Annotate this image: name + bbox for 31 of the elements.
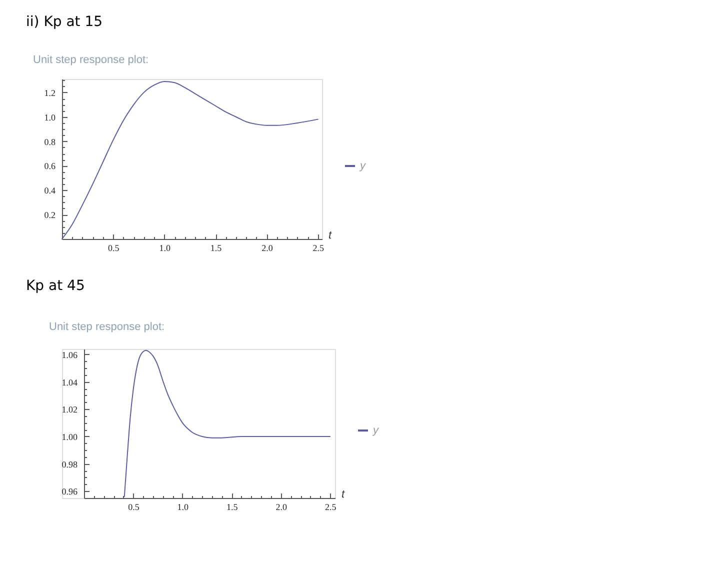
- line-series: [124, 350, 331, 498]
- y-tick-label: 1.04: [62, 377, 78, 388]
- chart-title: ii) Kp at 15: [26, 14, 103, 30]
- x-axis-title: t: [342, 488, 346, 500]
- y-tick-label: 0.98: [62, 459, 78, 470]
- x-tick-label: 1.5: [210, 243, 222, 253]
- x-tick-label: 1.5: [226, 502, 238, 512]
- legend-label: y: [372, 424, 380, 436]
- y-tick-label: 1.02: [62, 404, 78, 415]
- x-tick-label: 2.0: [276, 502, 288, 512]
- x-tick-label: 0.5: [128, 502, 140, 512]
- x-tick-label: 2.5: [312, 243, 325, 253]
- y-tick-label: 1.0: [44, 112, 56, 122]
- chart-title: Kp at 45: [26, 278, 85, 294]
- x-tick-label: 2.0: [262, 243, 274, 253]
- chart-subtitle: Unit step response plot:: [33, 54, 149, 66]
- y-tick-label: 1.06: [62, 350, 78, 360]
- y-tick-label: 0.96: [62, 486, 78, 497]
- y-tick-label: 1.2: [44, 88, 56, 98]
- y-tick-label: 0.2: [44, 210, 56, 220]
- x-tick-label: 1.0: [159, 243, 171, 253]
- x-tick-label: 0.5: [108, 243, 120, 253]
- chart-subtitle: Unit step response plot:: [49, 321, 165, 333]
- x-axis-title: t: [328, 230, 332, 242]
- y-tick-label: 0.4: [44, 186, 56, 196]
- x-tick-label: 1.0: [177, 502, 190, 512]
- y-tick-label: 1.00: [62, 432, 78, 442]
- y-tick-label: 0.6: [44, 161, 56, 172]
- x-tick-label: 2.5: [324, 502, 337, 512]
- y-tick-label: 0.8: [44, 136, 56, 147]
- legend-label: y: [359, 160, 367, 172]
